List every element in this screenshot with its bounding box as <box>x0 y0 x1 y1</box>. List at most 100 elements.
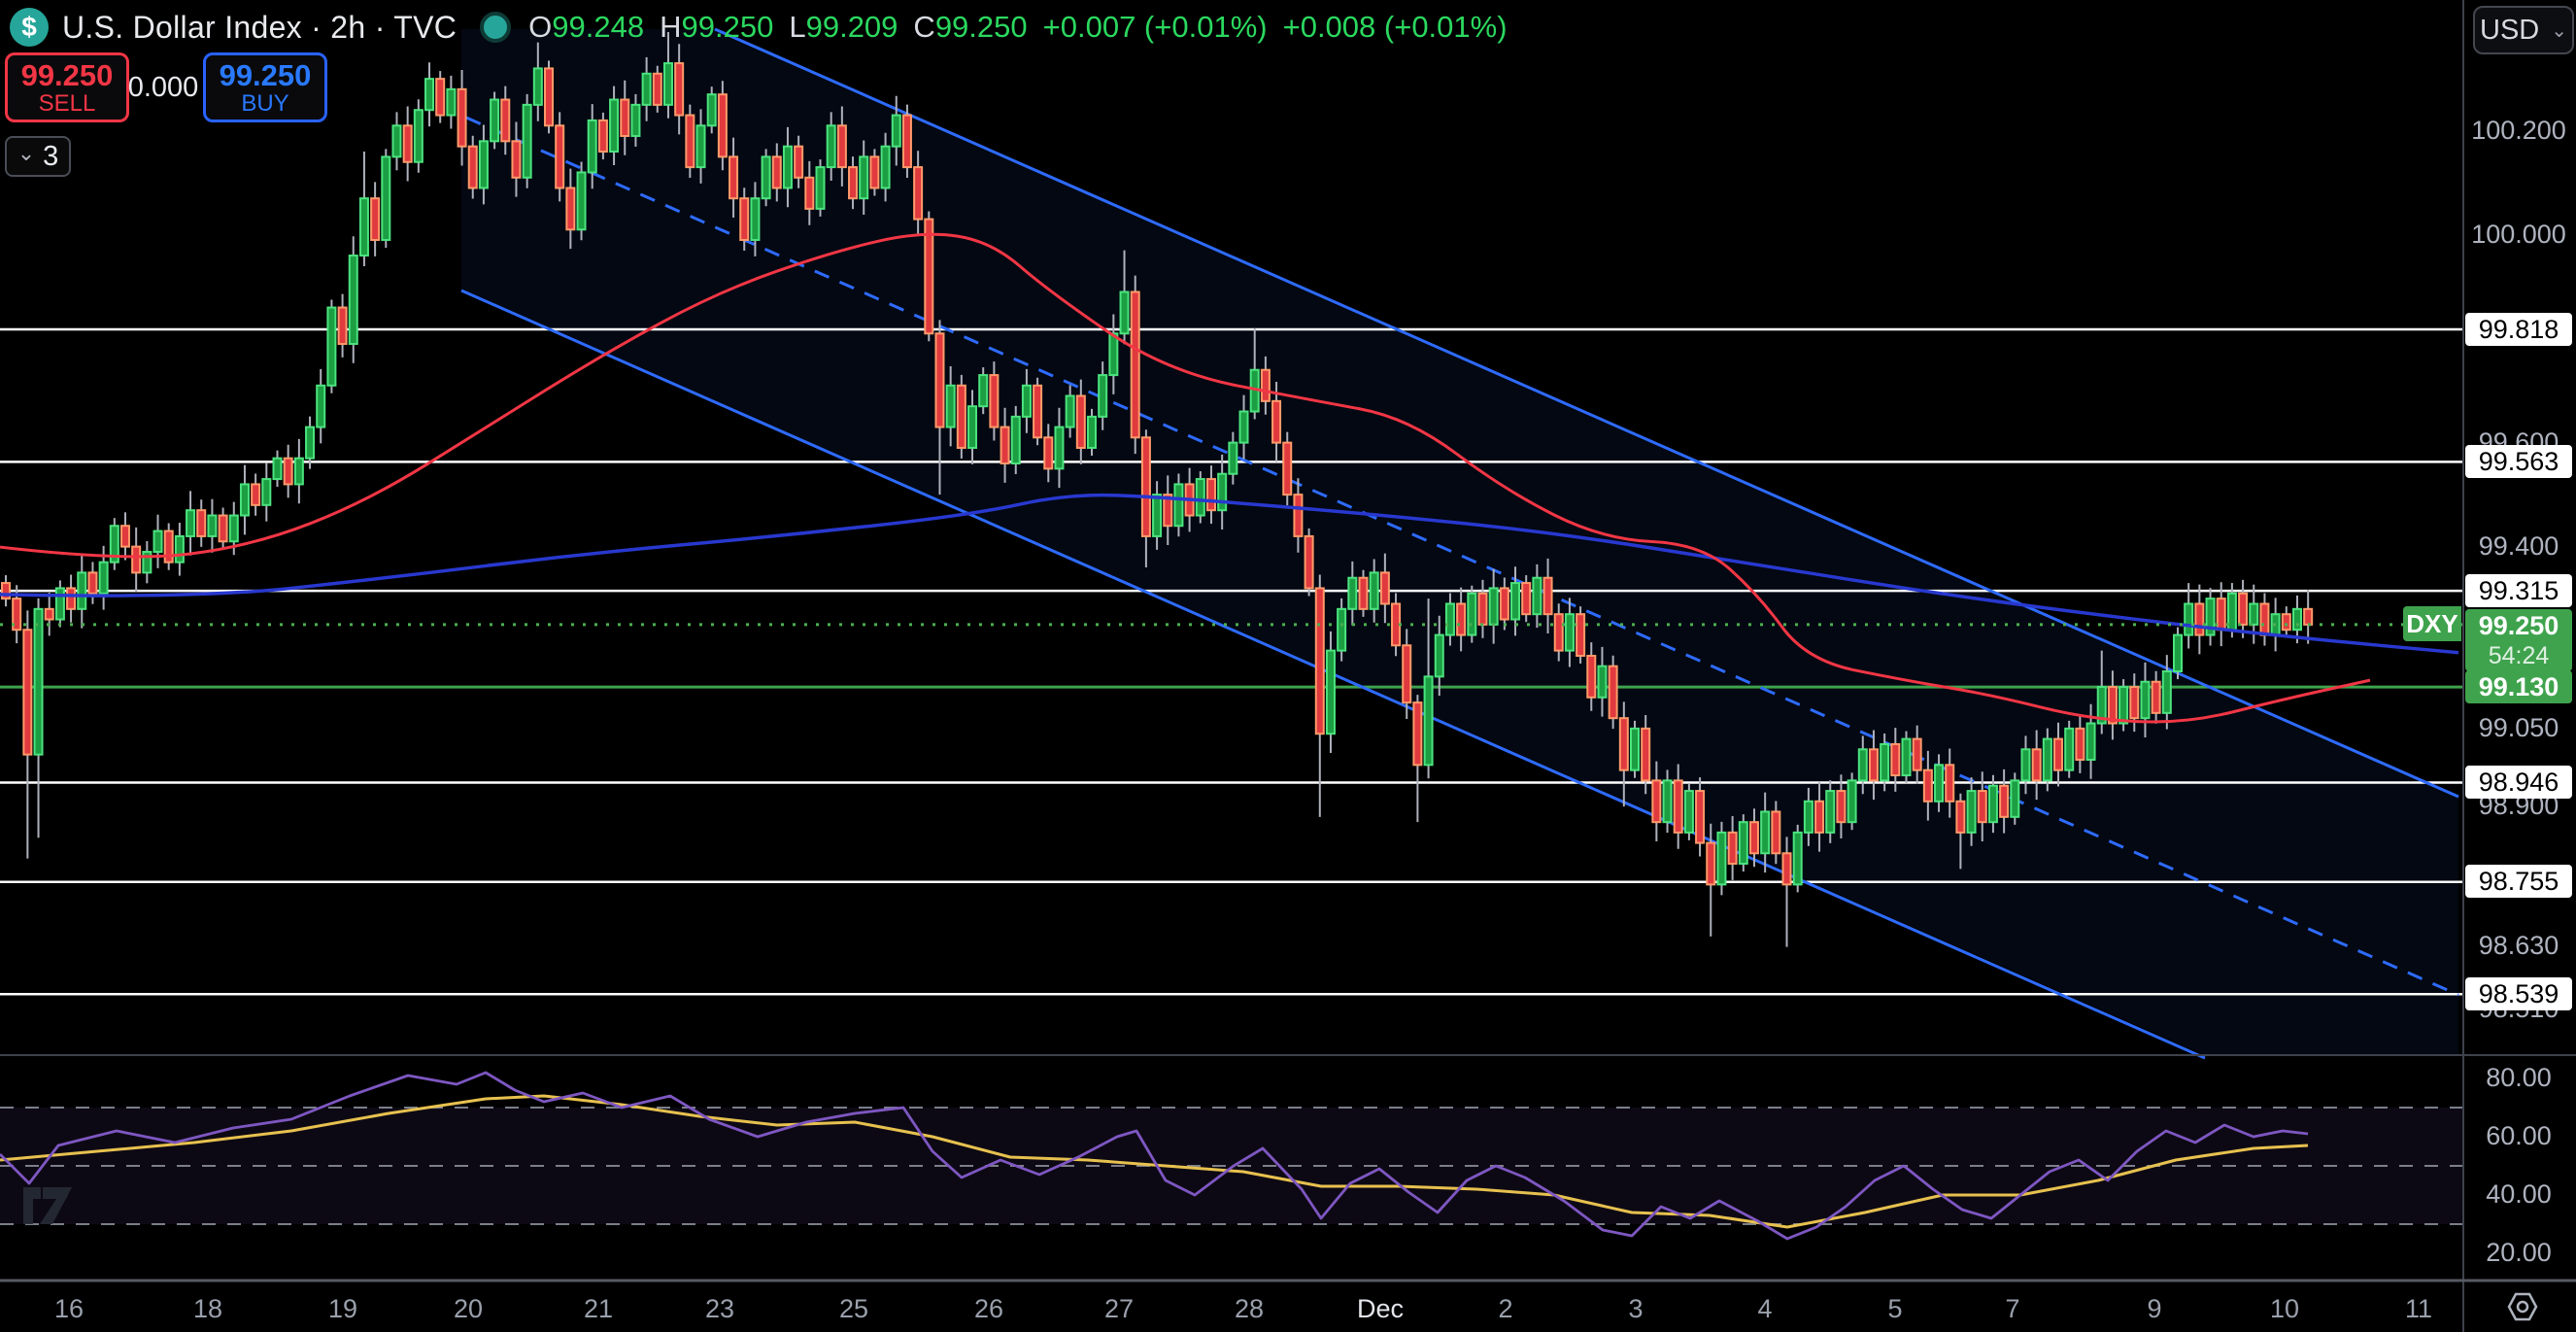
candle-body <box>1260 368 1271 402</box>
time-axis[interactable]: 16 18 19 20 21 23 25 26 27 28 Dec 2 3 4 5 7 9 10 11 <box>0 1282 2576 1332</box>
time-axis-label: 18 <box>192 1294 223 1323</box>
level-price-badge: 98.539 <box>2465 977 2572 1010</box>
fast-ma-line[interactable] <box>0 232 2371 724</box>
time-axis-label: 4 <box>1757 1294 1773 1323</box>
slow-ma-line[interactable] <box>0 493 2459 655</box>
candle-body <box>2064 727 2075 771</box>
level-price-badge: 98.755 <box>2465 865 2572 898</box>
channel-fill <box>461 29 2458 1055</box>
axis-settings-button[interactable] <box>2504 1288 2541 1325</box>
candle-body <box>880 145 891 189</box>
candle-body <box>1890 742 1901 777</box>
candle-body <box>1532 576 1542 616</box>
candle-body <box>1922 768 1933 803</box>
bar-count-dropdown[interactable]: ⌄ 3 <box>5 136 71 177</box>
currency-dropdown[interactable]: USD ⌄ <box>2473 6 2574 54</box>
change-value: +0.007 (+0.01%) <box>1042 10 1268 44</box>
bar-count-value: 3 <box>43 140 59 172</box>
close-label: C <box>913 10 935 44</box>
spread-value: 0.000 <box>127 72 199 103</box>
candle-body <box>1173 483 1184 528</box>
candle-body <box>1781 852 1792 886</box>
candle-body <box>869 155 880 189</box>
candle-body <box>305 426 316 460</box>
candle-body <box>1792 831 1803 886</box>
candle-body <box>435 78 446 117</box>
market-status-icon[interactable] <box>480 12 512 43</box>
candle-body <box>1586 654 1597 699</box>
candle-body <box>490 98 500 143</box>
candle-body <box>12 598 22 632</box>
candle-body <box>2205 598 2216 636</box>
candle-body <box>685 114 695 169</box>
open-label: O <box>528 10 553 44</box>
candle-body <box>2085 722 2096 761</box>
time-axis-label: 11 <box>2404 1294 2433 1323</box>
candle-body <box>1379 571 1390 605</box>
candle-body <box>836 124 847 169</box>
candle-body <box>1033 384 1043 439</box>
price-axis[interactable]: 100.200100.00099.80099.60099.40099.20099… <box>2464 0 2576 1332</box>
buy-price: 99.250 <box>219 57 312 92</box>
candle-body <box>186 509 196 537</box>
candle-body <box>424 78 435 112</box>
low-label: L <box>789 10 806 44</box>
buy-button[interactable]: 99.250 BUY <box>203 52 327 122</box>
high-value: 99.250 <box>681 10 774 44</box>
candle-body <box>1847 779 1857 824</box>
candle-body <box>370 197 381 241</box>
candle-body <box>706 93 717 127</box>
candle-body <box>1934 764 1945 803</box>
candle-body <box>142 550 153 574</box>
candle-body <box>1282 441 1293 496</box>
candle-body <box>1369 571 1379 610</box>
candle-body <box>1477 592 1488 626</box>
symbol-logo-icon: $ <box>10 8 49 47</box>
candle-body <box>1912 737 1922 771</box>
chevron-down-icon: ⌄ <box>17 141 36 165</box>
candle-body <box>1760 810 1771 855</box>
candle-body <box>1488 587 1499 626</box>
candle-body <box>771 155 782 189</box>
candle-body <box>1228 441 1238 475</box>
candle-body <box>848 166 859 200</box>
channel-middle-line[interactable] <box>465 116 2459 997</box>
candle-body <box>620 98 630 137</box>
chevron-down-icon: ⌄ <box>2551 19 2567 42</box>
sell-button[interactable]: 99.250 SELL <box>5 52 129 122</box>
candle-body <box>511 140 522 179</box>
candle-body <box>1043 436 1054 470</box>
candle-body <box>555 124 565 189</box>
candle-body <box>1152 494 1163 537</box>
candle-body <box>326 306 337 387</box>
rsi-ma-line[interactable] <box>0 1094 2309 1229</box>
level-price-badge: 99.315 <box>2465 574 2572 607</box>
candle-body <box>2216 598 2226 632</box>
candle-body <box>348 255 358 345</box>
buy-label: BUY <box>241 89 289 117</box>
candle-body <box>2140 680 2151 720</box>
candle-body <box>630 103 641 137</box>
candle-body <box>1499 587 1509 621</box>
candle-body <box>391 124 402 158</box>
channel-upper-line[interactable] <box>714 27 2459 799</box>
price-axis-label: 99.400 <box>2478 531 2559 561</box>
candle-body <box>891 114 901 148</box>
candle-body <box>1564 613 1575 652</box>
symbol-price-line-tag: DXY <box>2403 606 2461 641</box>
gear-icon <box>2507 1292 2538 1321</box>
symbol-title[interactable]: U.S. Dollar Index · 2h · TVC <box>62 9 458 45</box>
candle-body <box>1467 592 1477 636</box>
candle-body <box>77 571 87 610</box>
time-axis-label: 19 <box>327 1294 358 1323</box>
time-axis-label: 27 <box>1103 1294 1135 1323</box>
rsi-line[interactable] <box>0 1071 2309 1241</box>
time-axis-label: 5 <box>1887 1294 1903 1323</box>
candle-body <box>109 525 119 564</box>
candle-body <box>1293 494 1304 537</box>
candle-body <box>446 87 457 117</box>
candle-body <box>239 483 250 517</box>
candle-body <box>22 629 33 756</box>
